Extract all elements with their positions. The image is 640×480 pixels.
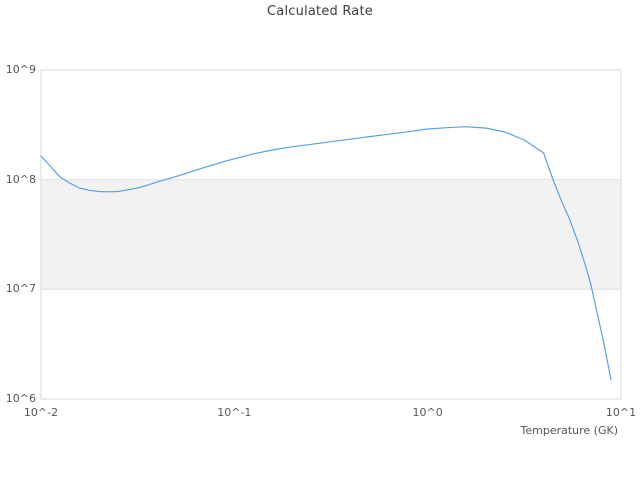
y-tick-label: 10^6 xyxy=(5,392,36,405)
calculated-rate-curve xyxy=(40,126,612,381)
y-tick-label: 10^9 xyxy=(5,63,36,76)
plot-border xyxy=(40,69,622,400)
x-axis-label: Temperature (GK) xyxy=(520,424,619,437)
y-tick-label: 10^8 xyxy=(5,172,36,186)
y-tick-label: 10^7 xyxy=(5,282,36,296)
chart-title: Calculated Rate xyxy=(267,4,373,19)
x-tick-label: 10^-1 xyxy=(217,406,252,419)
x-tick-label: 10^-2 xyxy=(23,406,59,419)
decade-band xyxy=(41,179,621,290)
x-tick-label: 10^0 xyxy=(412,406,443,419)
x-tick-label: 10^1 xyxy=(605,406,637,419)
